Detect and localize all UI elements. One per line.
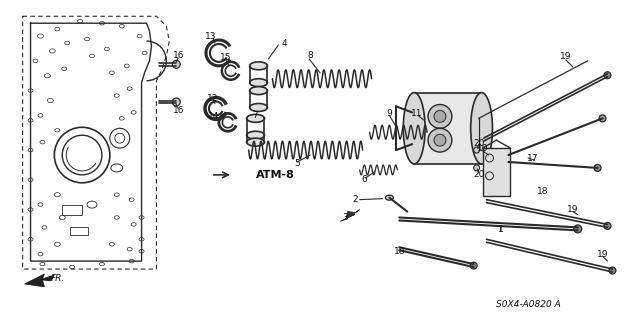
Bar: [62, 204, 82, 214]
Text: 20: 20: [473, 139, 484, 148]
Text: 17: 17: [527, 153, 539, 162]
Text: 20: 20: [473, 170, 484, 179]
Bar: [483, 148, 510, 196]
Text: 12: 12: [207, 94, 219, 103]
Ellipse shape: [470, 93, 493, 164]
Text: 7: 7: [253, 111, 259, 120]
Text: 16: 16: [173, 106, 184, 115]
Text: 5: 5: [294, 160, 300, 168]
Ellipse shape: [246, 115, 264, 122]
Circle shape: [434, 110, 446, 122]
Text: 19: 19: [567, 205, 579, 214]
Circle shape: [172, 60, 180, 68]
Text: 4: 4: [282, 39, 287, 48]
Ellipse shape: [250, 103, 268, 111]
Bar: [414, 93, 481, 164]
Text: 11: 11: [412, 109, 423, 118]
Text: 8: 8: [307, 51, 313, 60]
Circle shape: [474, 147, 479, 153]
Circle shape: [470, 262, 477, 269]
Circle shape: [604, 72, 611, 79]
Circle shape: [604, 222, 611, 229]
Text: 18: 18: [538, 187, 548, 196]
Text: 19: 19: [560, 52, 572, 61]
Text: S0X4-A0820 A: S0X4-A0820 A: [496, 300, 561, 309]
Circle shape: [609, 267, 616, 274]
Circle shape: [574, 225, 582, 233]
Ellipse shape: [385, 195, 394, 200]
Text: 19: 19: [596, 250, 608, 259]
Bar: [70, 227, 88, 235]
Ellipse shape: [403, 93, 425, 164]
Text: 9: 9: [387, 109, 392, 118]
Text: 15: 15: [220, 53, 232, 63]
Ellipse shape: [250, 62, 268, 70]
Text: 1: 1: [497, 225, 503, 234]
Polygon shape: [340, 210, 360, 221]
Ellipse shape: [246, 138, 264, 146]
Circle shape: [434, 134, 446, 146]
Text: 16: 16: [173, 51, 184, 60]
Polygon shape: [24, 274, 54, 287]
Text: 18: 18: [394, 247, 405, 256]
Circle shape: [428, 128, 452, 152]
Text: 10: 10: [477, 144, 488, 152]
Ellipse shape: [250, 79, 268, 87]
Ellipse shape: [246, 131, 264, 139]
Circle shape: [428, 105, 452, 128]
Text: 14: 14: [208, 112, 220, 121]
Circle shape: [594, 165, 601, 171]
Text: ATM-8: ATM-8: [255, 170, 294, 180]
Circle shape: [172, 98, 180, 106]
Text: 3: 3: [342, 213, 348, 222]
Ellipse shape: [250, 87, 268, 94]
Text: 13: 13: [205, 32, 217, 41]
Circle shape: [599, 115, 606, 122]
Circle shape: [474, 165, 479, 171]
Text: 2: 2: [352, 195, 358, 204]
Text: FR.: FR.: [51, 274, 65, 284]
Text: 6: 6: [362, 175, 367, 184]
